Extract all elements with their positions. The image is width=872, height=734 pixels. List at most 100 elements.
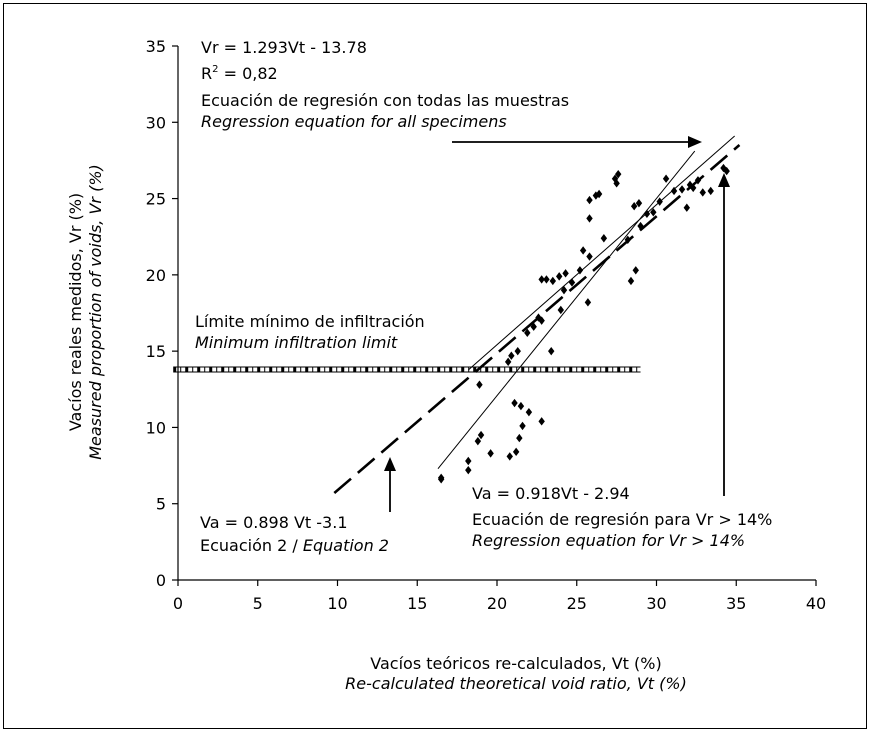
data-point <box>437 475 445 484</box>
x-tick-label: 5 <box>253 594 263 613</box>
data-point <box>600 234 608 243</box>
y-tick-label: 35 <box>146 37 166 56</box>
arrow-all-specimens <box>452 136 702 148</box>
data-point <box>586 214 593 223</box>
eq3-description-es: Ecuación de regresión para Vr > 14% <box>472 510 772 529</box>
data-point <box>524 328 531 338</box>
data-point <box>465 465 472 475</box>
x-axis-label: Vacíos teóricos re-calculados, Vt (%) <box>370 654 661 673</box>
x-tick-label: 0 <box>173 594 183 613</box>
regression-line <box>437 150 696 469</box>
data-point <box>707 186 714 196</box>
data-point <box>694 176 702 185</box>
data-point <box>504 357 512 367</box>
data-point <box>514 346 521 356</box>
data-point <box>678 185 686 194</box>
arrow-equation-2 <box>384 457 396 512</box>
data-points <box>437 163 730 484</box>
data-point <box>508 351 515 360</box>
data-point <box>576 266 584 275</box>
eq2-equation: Va = 0.898 Vt -3.1 <box>200 513 348 532</box>
data-point <box>487 449 494 458</box>
data-point <box>613 179 620 188</box>
data-point <box>474 436 482 446</box>
data-point <box>586 252 593 261</box>
y-tick-label: 25 <box>146 190 166 209</box>
y-tick-label: 5 <box>156 495 166 514</box>
data-point <box>615 169 622 179</box>
data-point <box>699 188 706 197</box>
data-point <box>516 433 523 443</box>
data-point <box>535 313 542 322</box>
data-point <box>662 174 670 183</box>
data-point <box>477 430 485 440</box>
data-point <box>650 208 657 217</box>
data-point <box>670 186 678 196</box>
x-tick-label: 10 <box>327 594 347 613</box>
data-point <box>538 417 545 426</box>
data-point <box>465 456 472 466</box>
y-tick-label: 10 <box>146 418 166 437</box>
y-axis-ticks: 0 5 10 15 20 25 30 35 <box>146 37 178 590</box>
data-point <box>517 401 525 411</box>
x-tick-label: 30 <box>646 594 666 613</box>
data-point <box>568 278 576 287</box>
data-point <box>530 322 537 331</box>
eq3-equation: Va = 0.918Vt - 2.94 <box>472 484 630 503</box>
x-tick-label: 20 <box>487 594 507 613</box>
data-point <box>543 275 550 284</box>
data-point <box>519 421 526 431</box>
data-point <box>643 209 651 219</box>
data-point <box>560 285 568 295</box>
data-point <box>512 447 520 457</box>
data-point <box>579 246 587 255</box>
y-tick-label: 20 <box>146 266 166 285</box>
data-point <box>557 305 564 315</box>
eq1-description-es: Ecuación de regresión con todas las mues… <box>201 91 569 110</box>
data-point <box>506 452 513 461</box>
y-axis-label: Vacíos reales medidos, Vr (%) <box>66 193 85 431</box>
data-point <box>723 166 730 176</box>
data-point <box>630 202 638 211</box>
data-point <box>586 195 593 205</box>
y-tick-label: 30 <box>146 113 166 132</box>
eq1-r-squared: R2 = 0,82 <box>201 64 278 83</box>
data-point <box>595 189 603 199</box>
data-point <box>511 398 518 408</box>
data-point <box>548 346 555 356</box>
x-axis-ticks: 0 5 10 15 20 25 30 35 40 <box>173 580 826 613</box>
regression-line <box>467 135 735 371</box>
chart-frame <box>3 3 867 729</box>
data-point <box>635 198 643 208</box>
data-point <box>562 269 569 278</box>
data-point <box>637 221 644 231</box>
arrow-vr-14 <box>718 173 730 496</box>
data-point <box>476 380 483 389</box>
data-point <box>538 275 545 284</box>
y-tick-label: 0 <box>156 571 166 590</box>
eq3-description-en: Regression equation for Vr > 14% <box>472 531 745 550</box>
x-axis-label-en: Re-calculated theoretical void ratio, Vt… <box>345 674 687 693</box>
data-point <box>656 197 663 206</box>
data-point <box>624 235 631 244</box>
data-point <box>556 272 563 281</box>
limit-label-es: Límite mínimo de infiltración <box>195 312 425 331</box>
data-point <box>538 316 545 325</box>
data-point <box>627 276 635 286</box>
x-tick-label: 35 <box>726 594 746 613</box>
x-tick-label: 15 <box>407 594 427 613</box>
eq1-description-en: Regression equation for all specimens <box>201 112 507 131</box>
limit-label-en: Minimum infiltration limit <box>195 333 398 352</box>
eq1-equation: Vr = 1.293Vt - 13.78 <box>201 38 367 57</box>
data-point <box>632 266 639 275</box>
y-tick-label: 15 <box>146 342 166 361</box>
y-axis-label-en: Measured proportion of voids, Vr (%) <box>86 164 105 460</box>
data-point <box>689 183 697 193</box>
data-point <box>525 407 533 417</box>
data-point <box>584 298 592 307</box>
x-tick-label: 25 <box>567 594 587 613</box>
x-tick-label: 40 <box>806 594 826 613</box>
eq2-label: Ecuación 2 / Equation 2 <box>200 536 389 555</box>
data-point <box>549 276 557 286</box>
